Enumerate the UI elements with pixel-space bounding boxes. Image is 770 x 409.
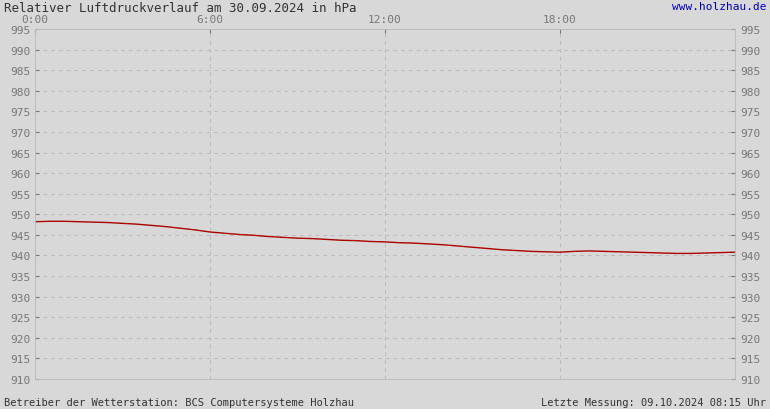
Text: Letzte Messung: 09.10.2024 08:15 Uhr: Letzte Messung: 09.10.2024 08:15 Uhr	[541, 397, 766, 407]
Text: Betreiber der Wetterstation: BCS Computersysteme Holzhau: Betreiber der Wetterstation: BCS Compute…	[4, 397, 354, 407]
Text: www.holzhau.de: www.holzhau.de	[671, 2, 766, 12]
Text: Relativer Luftdruckverlauf am 30.09.2024 in hPa: Relativer Luftdruckverlauf am 30.09.2024…	[4, 2, 357, 15]
